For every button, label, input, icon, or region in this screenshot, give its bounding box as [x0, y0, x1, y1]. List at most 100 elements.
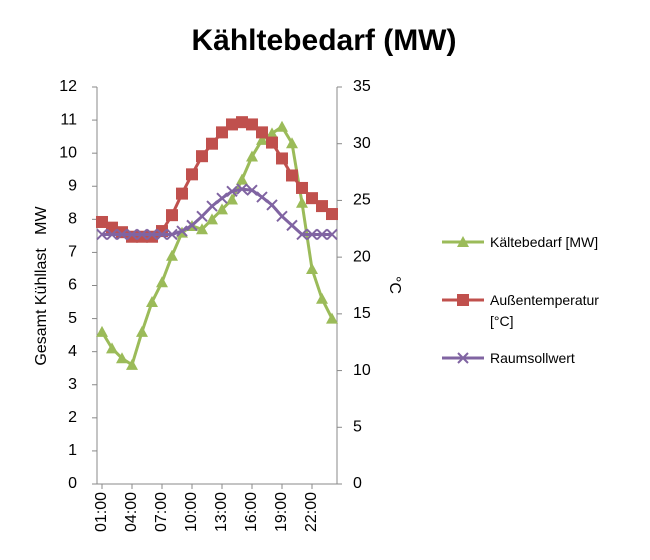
legend-item: Raumsollwert [440, 348, 615, 369]
y2-tick-label: 15 [353, 305, 371, 322]
marker [216, 126, 228, 139]
marker [186, 219, 198, 232]
legend-label: Außentemperatur [°C] [490, 292, 599, 329]
y-tick-label: 5 [68, 310, 77, 327]
marker [126, 358, 138, 370]
series-line [100, 124, 334, 368]
legend-icon [442, 294, 484, 306]
y-tick-label: 0 [68, 475, 77, 492]
y2-tick-label: 0 [353, 475, 362, 492]
marker [266, 199, 278, 211]
marker [266, 136, 278, 149]
marker [116, 352, 128, 364]
marker [286, 137, 298, 149]
marker [136, 325, 148, 337]
marker [316, 200, 328, 213]
y2-tick-label: 5 [353, 419, 362, 436]
y-axis-title: Gesamt Kühllast MW [33, 206, 50, 366]
marker [156, 228, 168, 241]
y-tick-label: 8 [68, 211, 77, 228]
marker [186, 168, 198, 181]
marker [256, 191, 268, 203]
marker [106, 228, 118, 241]
marker [276, 120, 288, 132]
legend-item: Außentemperatur [°C] [440, 290, 615, 332]
marker [296, 228, 308, 241]
marker [306, 192, 318, 205]
marker [457, 236, 469, 247]
y2-axis-title: °C [386, 276, 403, 294]
y2-tick-label: 10 [353, 362, 371, 379]
marker [236, 116, 248, 129]
x-tick-label: 07:00 [153, 492, 170, 532]
y-tick-label: 12 [59, 78, 77, 95]
marker [236, 183, 248, 195]
marker [246, 118, 258, 131]
marker [146, 296, 158, 308]
marker [196, 223, 208, 235]
marker [166, 209, 178, 222]
y-tick-label: 2 [68, 409, 77, 426]
marker [116, 228, 128, 241]
marker [106, 342, 118, 354]
y-tick-label: 1 [68, 442, 77, 459]
marker [196, 210, 208, 223]
y2-tick-label: 35 [353, 78, 371, 95]
marker [296, 181, 308, 194]
marker [196, 150, 208, 163]
marker [156, 276, 168, 288]
y-tick-label: 10 [59, 144, 77, 161]
marker [206, 137, 218, 150]
marker [236, 173, 248, 185]
marker [206, 200, 218, 212]
marker [296, 196, 308, 208]
marker [457, 294, 469, 306]
marker [256, 126, 268, 139]
legend-icon [442, 236, 484, 247]
x-tick-label: 19:00 [273, 492, 290, 532]
y-tick-label: 3 [68, 376, 77, 393]
legend-label: Raumsollwert [490, 350, 575, 366]
legend-item: Kältebedarf [MW] [440, 232, 615, 253]
marker [216, 203, 228, 215]
marker [166, 249, 178, 261]
marker [176, 225, 188, 237]
y2-tick-label: 30 [353, 135, 371, 152]
marker [276, 210, 288, 223]
marker [306, 262, 318, 274]
marker [176, 187, 188, 200]
marker [96, 228, 108, 241]
marker [206, 213, 218, 225]
marker [276, 152, 288, 165]
y-tick-label: 4 [68, 343, 77, 360]
y2-tick-label: 20 [353, 248, 371, 265]
marker [306, 228, 318, 241]
marker [96, 215, 108, 228]
marker [216, 192, 228, 204]
marker [226, 193, 238, 205]
marker [316, 228, 328, 241]
y2-tick-label: 25 [353, 192, 371, 209]
marker [457, 352, 469, 364]
series-line [102, 187, 332, 236]
x-tick-label: 01:00 [93, 492, 110, 532]
x-tick-label: 22:00 [303, 492, 320, 532]
y-tick-label: 9 [68, 177, 77, 194]
y-tick-label: 7 [68, 244, 77, 261]
marker [266, 127, 278, 139]
marker [316, 292, 328, 304]
marker [166, 228, 178, 241]
marker [326, 228, 338, 241]
marker [96, 325, 108, 337]
legend-label: Kältebedarf [MW] [490, 234, 599, 250]
marker [256, 133, 268, 145]
chart-title: Kähltebedarf (MW) [192, 24, 457, 57]
x-tick-label: 10:00 [183, 492, 200, 532]
y-tick-label: 11 [60, 111, 77, 128]
marker [126, 228, 138, 241]
marker [226, 118, 238, 131]
marker [286, 169, 298, 182]
marker [226, 185, 238, 198]
